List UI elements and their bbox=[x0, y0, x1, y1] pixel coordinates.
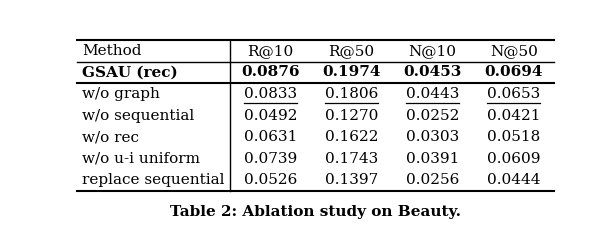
Text: 0.0609: 0.0609 bbox=[487, 152, 541, 166]
Text: 0.0739: 0.0739 bbox=[244, 152, 297, 166]
Text: 0.1622: 0.1622 bbox=[325, 130, 378, 144]
Text: 0.0526: 0.0526 bbox=[244, 173, 297, 187]
Text: Method: Method bbox=[82, 44, 141, 58]
Text: 0.0391: 0.0391 bbox=[406, 152, 460, 166]
Text: w/o u-i uniform: w/o u-i uniform bbox=[82, 152, 200, 166]
Text: 0.0833: 0.0833 bbox=[244, 87, 297, 101]
Text: 0.1270: 0.1270 bbox=[325, 109, 378, 123]
Text: 0.0421: 0.0421 bbox=[487, 109, 541, 123]
Text: 0.0518: 0.0518 bbox=[487, 130, 540, 144]
Text: 0.1806: 0.1806 bbox=[325, 87, 378, 101]
Text: w/o graph: w/o graph bbox=[82, 87, 160, 101]
Text: GSAU (rec): GSAU (rec) bbox=[82, 65, 177, 79]
Text: 0.0653: 0.0653 bbox=[487, 87, 540, 101]
Text: w/o rec: w/o rec bbox=[82, 130, 139, 144]
Text: 0.0492: 0.0492 bbox=[243, 109, 297, 123]
Text: 0.0443: 0.0443 bbox=[406, 87, 460, 101]
Text: N@50: N@50 bbox=[490, 44, 538, 58]
Text: N@10: N@10 bbox=[408, 44, 456, 58]
Text: 0.0303: 0.0303 bbox=[406, 130, 460, 144]
Text: 0.0252: 0.0252 bbox=[406, 109, 460, 123]
Text: 0.1743: 0.1743 bbox=[325, 152, 378, 166]
Text: 0.0453: 0.0453 bbox=[403, 65, 462, 79]
Text: w/o sequential: w/o sequential bbox=[82, 109, 194, 123]
Text: 0.0444: 0.0444 bbox=[487, 173, 541, 187]
Text: 0.1974: 0.1974 bbox=[322, 65, 381, 79]
Text: 0.0876: 0.0876 bbox=[241, 65, 299, 79]
Text: 0.0694: 0.0694 bbox=[485, 65, 543, 79]
Text: R@50: R@50 bbox=[328, 44, 375, 58]
Text: 0.0631: 0.0631 bbox=[244, 130, 297, 144]
Text: Table 2: Ablation study on Beauty.: Table 2: Ablation study on Beauty. bbox=[170, 205, 461, 219]
Text: R@10: R@10 bbox=[247, 44, 293, 58]
Text: 0.0256: 0.0256 bbox=[406, 173, 460, 187]
Text: 0.1397: 0.1397 bbox=[325, 173, 378, 187]
Text: replace sequential: replace sequential bbox=[82, 173, 224, 187]
